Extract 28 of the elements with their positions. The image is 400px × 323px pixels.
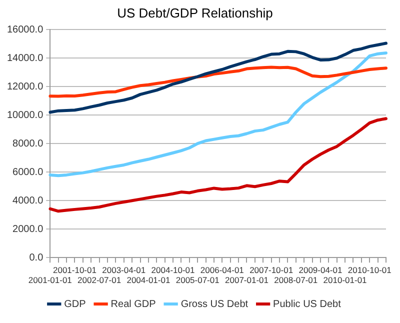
y-tick-label: 14000.0 bbox=[6, 52, 44, 64]
x-tick-label: 2001-01-01 bbox=[28, 275, 72, 286]
x-tick-label: 2006-04-01 bbox=[200, 265, 244, 276]
y-tick-label: 6000.0 bbox=[12, 166, 44, 178]
y-tick-label: 2000.0 bbox=[12, 224, 44, 235]
x-tick-label: 2001-10-01 bbox=[52, 265, 97, 276]
y-tick-label: 16000.0 bbox=[6, 24, 44, 36]
y-tick-label: 12000.0 bbox=[6, 81, 44, 92]
x-tick-label: 2010-01-01 bbox=[323, 275, 368, 286]
x-tick-label: 2008-07-01 bbox=[274, 275, 318, 286]
y-tick-label: 10000.0 bbox=[6, 110, 44, 121]
x-tick-label: 2010-10-01 bbox=[348, 265, 392, 276]
x-tick-label: 2007-10-01 bbox=[250, 265, 294, 276]
x-tick-label: 2007-01-01 bbox=[225, 275, 269, 286]
x-tick-label: 2002-07-01 bbox=[78, 275, 122, 286]
y-tick-label: 4000.0 bbox=[12, 195, 44, 206]
legend-label: Real GDP bbox=[110, 298, 156, 310]
x-tick-label: 2004-10-01 bbox=[151, 265, 196, 276]
legend-label: GDP bbox=[64, 298, 86, 310]
legend-label: Gross US Debt bbox=[180, 298, 248, 310]
legend-label: Public US Debt bbox=[273, 298, 342, 310]
y-tick-label: 8000.0 bbox=[12, 138, 44, 150]
x-tick-label: 2003-04-01 bbox=[102, 265, 146, 276]
x-tick-label: 2009-04-01 bbox=[298, 265, 342, 276]
x-tick-label: 2004-01-01 bbox=[126, 275, 170, 286]
chart-title: US Debt/GDP Relationship bbox=[117, 5, 273, 20]
x-tick-label: 2005-07-01 bbox=[176, 275, 220, 286]
y-tick-label: 0.0 bbox=[29, 252, 44, 264]
